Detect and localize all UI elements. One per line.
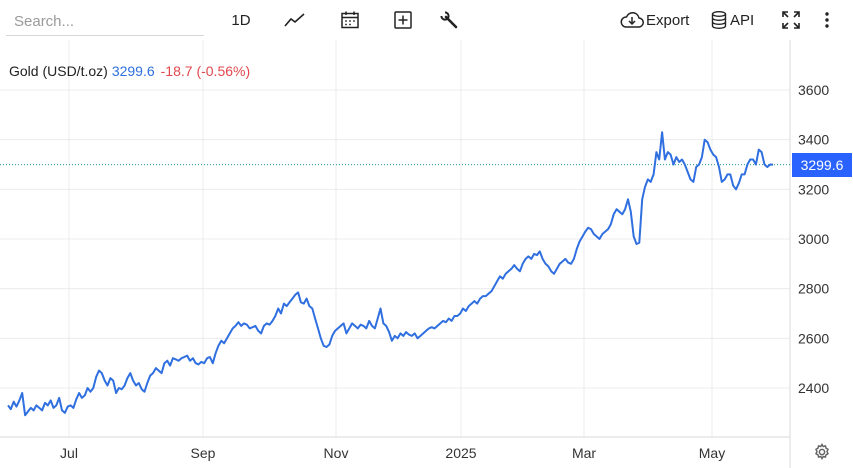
export-button[interactable]: Export [646, 11, 690, 29]
gear-icon[interactable] [812, 442, 832, 462]
last-price-tag: 3299.6 [792, 152, 852, 177]
y-tick-label: 3000 [798, 231, 829, 247]
more-vertical-icon[interactable] [818, 8, 836, 32]
x-tick-label: Sep [191, 445, 216, 461]
x-tick-label: 2025 [445, 445, 476, 461]
y-tick-label: 2800 [798, 281, 829, 297]
x-tick-label: May [699, 445, 725, 461]
legend-name: Gold (USD/t.oz) [9, 63, 108, 79]
x-tick-label: Nov [324, 445, 349, 461]
line-chart-icon[interactable] [282, 8, 308, 32]
chart-toolbar: 1D Export API [0, 0, 853, 40]
plus-box-icon[interactable] [392, 8, 414, 32]
legend-value: 3299.6 [111, 63, 155, 79]
x-tick-label: Jul [60, 445, 78, 461]
x-tick-label: Mar [572, 445, 596, 461]
database-icon[interactable] [710, 8, 728, 32]
y-tick-label: 2400 [798, 380, 829, 396]
y-tick-label: 3400 [798, 132, 829, 148]
calendar-icon[interactable] [338, 8, 362, 32]
fullscreen-icon[interactable] [780, 8, 802, 32]
api-button[interactable]: API [730, 11, 755, 29]
period-button[interactable]: 1D [231, 11, 251, 29]
search-input[interactable] [6, 8, 204, 36]
y-tick-label: 2600 [798, 330, 829, 346]
chart-legend: Gold (USD/t.oz) 3299.6 -18.7 (-0.56%) [9, 63, 250, 79]
series-line-gold [7, 131, 774, 417]
cloud-download-icon[interactable] [619, 8, 645, 32]
legend-change: -18.7 (-0.56%) [160, 63, 251, 79]
wrench-icon[interactable] [438, 8, 460, 32]
y-tick-label: 3200 [798, 181, 829, 197]
y-tick-label: 3600 [798, 82, 829, 98]
